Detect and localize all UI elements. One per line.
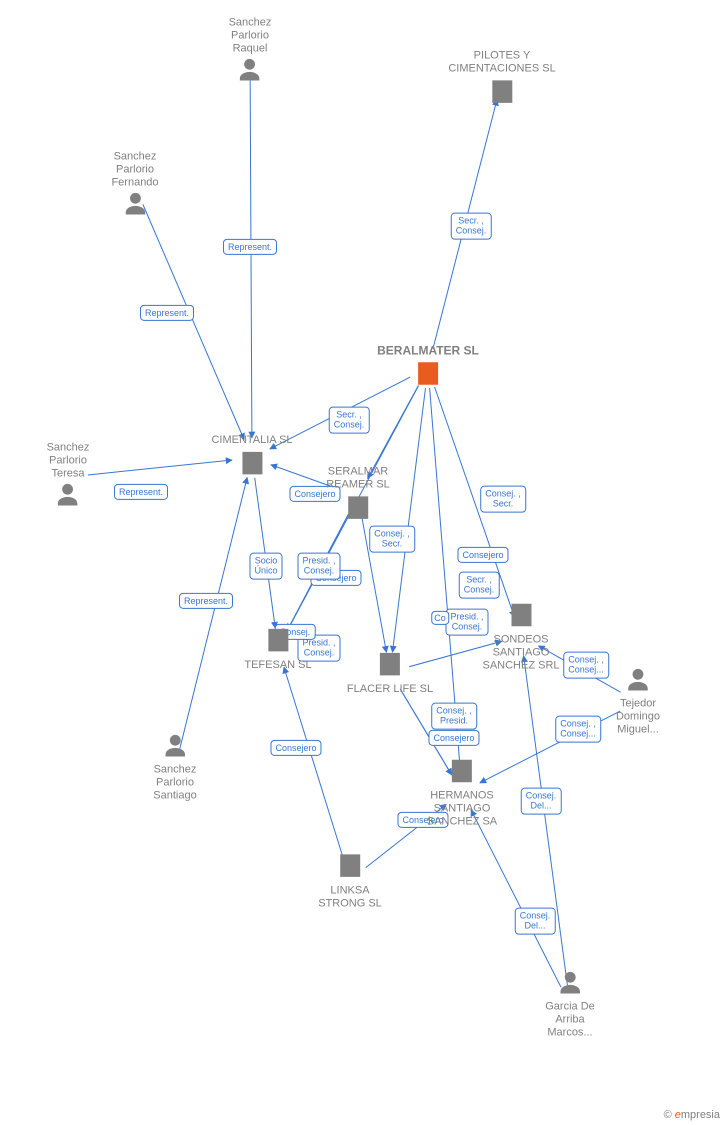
- copyright-symbol: ©: [664, 1109, 672, 1121]
- edge-label: Secr. , Consej.: [459, 572, 500, 599]
- edge-label: Consej. , Presid.: [431, 703, 477, 730]
- edge-label: Represent.: [140, 305, 194, 321]
- edge: [392, 388, 425, 652]
- edge: [524, 656, 568, 985]
- edge-label: Represent.: [223, 239, 277, 255]
- edge-label: Represent.: [114, 484, 168, 500]
- edge-label: Co: [431, 611, 449, 625]
- edge-label: Presid. , Consej.: [445, 609, 488, 636]
- edge-label: Represent.: [179, 593, 233, 609]
- edge-label: Consej. , Secr.: [480, 486, 526, 513]
- edge-label: Consejero: [270, 740, 321, 756]
- edge-label: Consejero: [397, 812, 448, 828]
- edge-label: Secr. , Consej.: [451, 213, 492, 240]
- edge-label: Consejero: [289, 486, 340, 502]
- edge: [180, 477, 247, 748]
- edge: [409, 641, 501, 666]
- edge: [88, 460, 232, 475]
- edge-label: Consej. , Consej...: [555, 716, 601, 743]
- edge-label: Consej. Del...: [521, 788, 562, 815]
- footer-credit: © empresia: [664, 1109, 720, 1121]
- brand-suffix: mpresia: [681, 1109, 720, 1121]
- edge-label: Consej. , Secr.: [369, 526, 415, 553]
- edge: [250, 72, 252, 438]
- edge: [284, 667, 344, 861]
- edge-label: Consej. , Consej...: [563, 652, 609, 679]
- edge-label: Consejero: [428, 730, 479, 746]
- edge-label: Presid. , Consej.: [297, 553, 340, 580]
- edge-label: Consej.: [275, 624, 316, 640]
- network-diagram: Represent. Represent. Represent. Represent.…: [0, 0, 728, 1125]
- edge-label: Secr. , Consej.: [329, 407, 370, 434]
- edge-label: Consejero: [457, 547, 508, 563]
- edges-layer: [0, 0, 728, 1125]
- edge-label: Socio Único: [249, 553, 282, 580]
- edge-label: Consej. Del...: [515, 908, 556, 935]
